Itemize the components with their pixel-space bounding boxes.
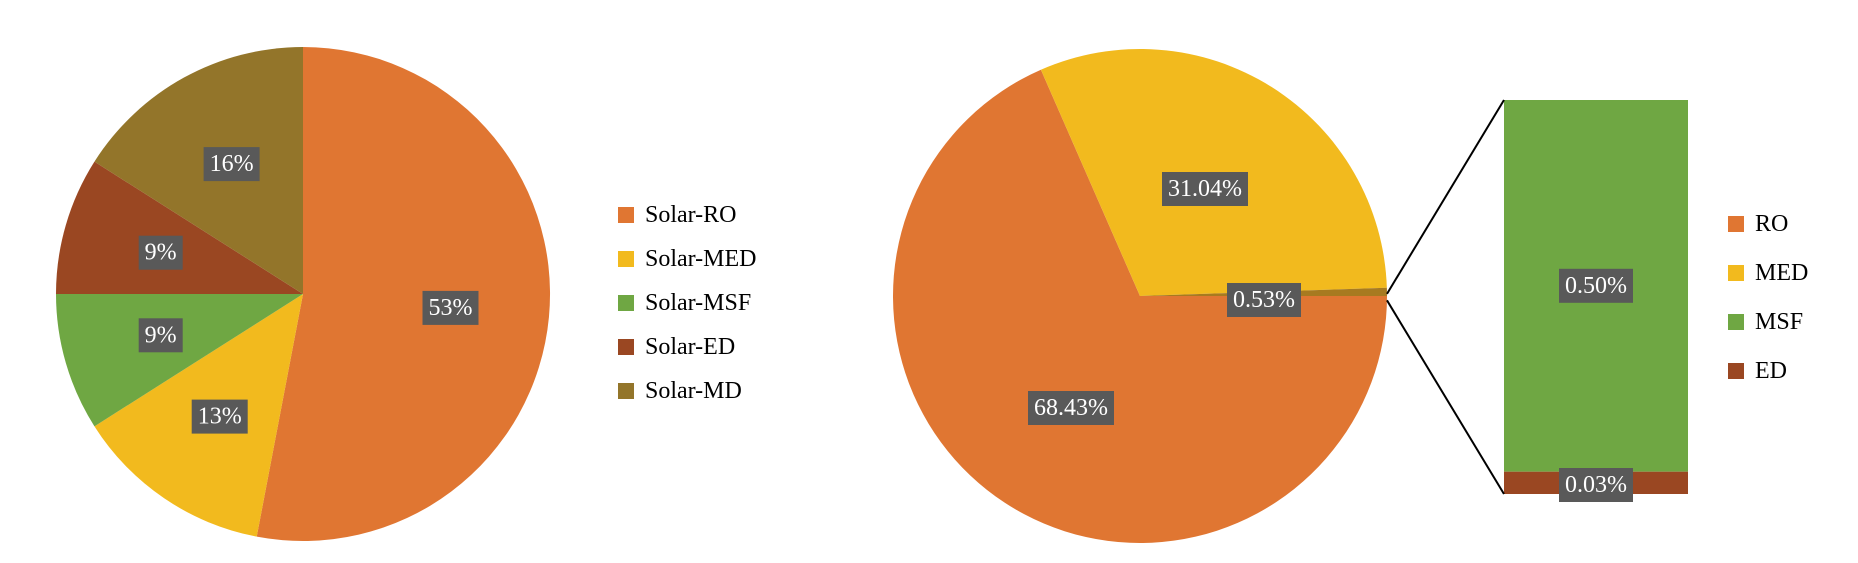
data-label-solar-ed-text: 9% <box>145 240 177 266</box>
legend-label-solar-ro: Solar-RO <box>645 202 737 228</box>
data-label-solar-med-box <box>191 399 248 434</box>
legend-label-solar-md: Solar-MD <box>645 378 742 404</box>
legend-swatch-med <box>1728 265 1744 281</box>
data-label-other-box <box>1227 283 1301 317</box>
data-label-msf-text: 0.50% <box>1565 273 1627 299</box>
legend-swatch-solar-med <box>618 251 634 267</box>
data-label-med-box <box>1162 172 1248 206</box>
legend-item-msf: MSF <box>1728 309 1803 335</box>
legend-label-solar-ed: Solar-ED <box>645 334 735 360</box>
connector-line-bottom <box>1386 299 1505 495</box>
data-label-other-text: 0.53% <box>1233 287 1295 313</box>
data-label-solar-md-box <box>203 147 260 182</box>
legend-label-msf: MSF <box>1755 309 1803 335</box>
data-label-ed-text: 0.03% <box>1565 472 1627 498</box>
data-label-solar-md: 16% <box>203 147 260 182</box>
pie-slice-solar-ro <box>256 47 551 541</box>
data-label-solar-ro-box <box>422 290 479 325</box>
legend-item-solar-ro: Solar-RO <box>618 202 737 228</box>
data-label-solar-msf-text: 9% <box>145 322 177 348</box>
data-label-solar-med: 13% <box>191 399 248 434</box>
data-label-solar-msf: 9% <box>138 318 183 353</box>
legend-swatch-ed <box>1728 363 1744 379</box>
data-label-ro-box <box>1028 391 1114 425</box>
legend-label-med: MED <box>1755 260 1808 286</box>
data-label-solar-med-text: 13% <box>198 404 242 430</box>
pie-slice-solar-md <box>94 47 303 294</box>
legend-item-ro: RO <box>1728 211 1788 237</box>
legend-label-ed: ED <box>1755 358 1787 384</box>
pie-chart-technology: 68.43% 31.04% 0.53% 0.50% 0.03% <box>893 49 1688 544</box>
pie-chart-solar: 53% 13% 9% 9% 16% <box>56 47 551 541</box>
legend-item-solar-msf: Solar-MSF <box>618 290 751 316</box>
data-label-solar-ed-box <box>138 235 183 270</box>
data-label-solar-msf-box <box>138 318 183 353</box>
legend-solar: Solar-RO Solar-MED Solar-MSF Solar-ED Solar-… <box>618 202 757 404</box>
data-label-ro: 68.43% <box>1028 391 1114 425</box>
data-label-ro-text: 68.43% <box>1034 395 1108 421</box>
data-label-solar-ro: 53% <box>422 290 479 325</box>
legend-item-ed: ED <box>1728 358 1787 384</box>
legend-swatch-ro <box>1728 216 1744 232</box>
data-label-msf-box <box>1559 268 1633 303</box>
data-label-solar-md-text: 16% <box>210 151 254 177</box>
data-label-med-text: 31.04% <box>1168 176 1242 202</box>
legend-swatch-solar-msf <box>618 295 634 311</box>
connector-line-top <box>1386 99 1505 295</box>
legend-swatch-solar-md <box>618 383 634 399</box>
pie-slice-ro <box>893 69 1387 544</box>
data-label-solar-ed: 9% <box>138 235 183 270</box>
data-label-ed: 0.03% <box>1559 468 1633 502</box>
legend-item-med: MED <box>1728 260 1808 286</box>
data-label-solar-ro-text: 53% <box>429 295 473 321</box>
legend-label-ro: RO <box>1755 211 1788 237</box>
data-label-msf: 0.50% <box>1559 268 1633 303</box>
legend-item-solar-med: Solar-MED <box>618 246 757 272</box>
data-label-ed-box <box>1559 468 1633 502</box>
pie-slice-solar-msf <box>56 294 303 427</box>
legend-label-solar-msf: Solar-MSF <box>645 290 751 316</box>
legend-item-solar-md: Solar-MD <box>618 378 742 404</box>
pie-slice-solar-ed <box>56 161 303 294</box>
data-label-other: 0.53% <box>1227 283 1301 317</box>
data-label-med: 31.04% <box>1162 172 1248 206</box>
legend-technology: RO MED MSF ED <box>1728 211 1808 384</box>
legend-label-solar-med: Solar-MED <box>645 246 757 272</box>
legend-swatch-msf <box>1728 314 1744 330</box>
legend-swatch-solar-ro <box>618 207 634 223</box>
legend-item-solar-ed: Solar-ED <box>618 334 735 360</box>
legend-swatch-solar-ed <box>618 339 634 355</box>
